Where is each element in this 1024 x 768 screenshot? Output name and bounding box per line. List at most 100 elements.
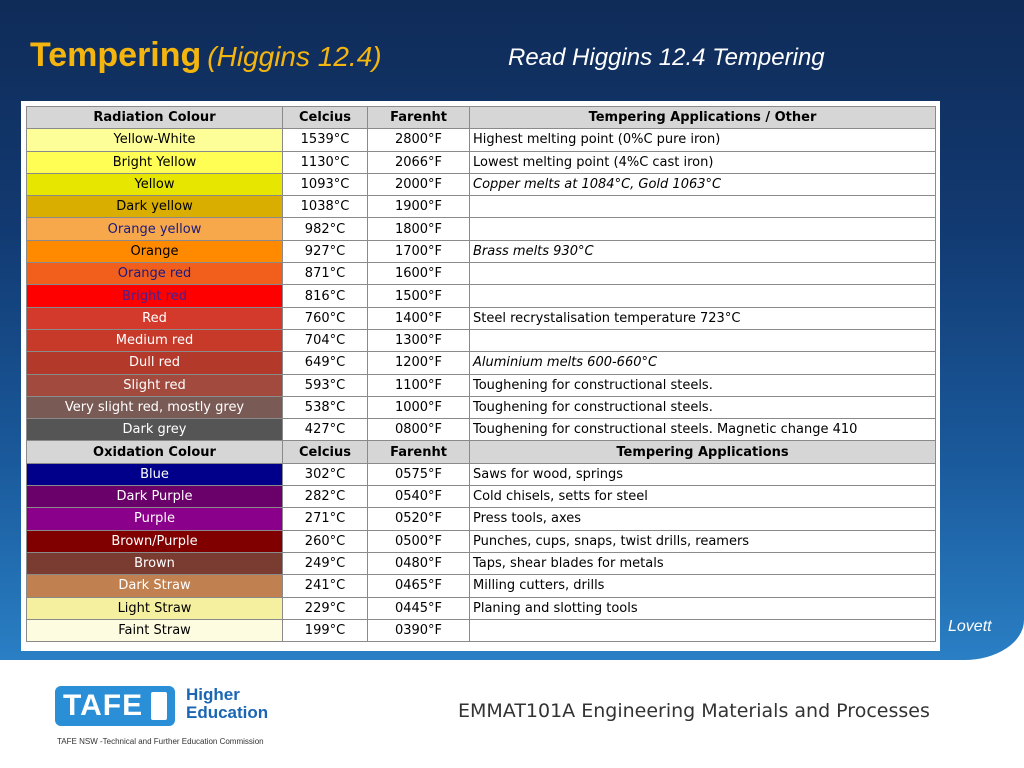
celcius-cell: 249°C xyxy=(282,551,368,576)
farenht-cell: 1200°F xyxy=(367,351,470,375)
table-row: Faint Straw 199°C 0390°F xyxy=(26,618,936,643)
colour-cell: Brown/Purple xyxy=(26,529,283,553)
tempering-table-container: Radiation Colour Celcius Farenht Temperi… xyxy=(21,101,940,651)
slide-background: Tempering (Higgins 12.4) Read Higgins 12.… xyxy=(0,0,1024,660)
application-cell xyxy=(469,217,936,241)
colour-cell: Yellow xyxy=(26,172,283,197)
logo-text: TAFE xyxy=(63,689,144,722)
header-farenht: Farenht xyxy=(367,440,470,464)
table-row: Very slight red, mostly grey 538°C 1000°F T… xyxy=(26,395,936,420)
nsw-mark xyxy=(151,692,167,720)
farenht-cell: 0540°F xyxy=(367,485,470,509)
table-row: Dull red 649°C 1200°F Aluminium melts 600-6… xyxy=(26,351,936,375)
application-cell: Lowest melting point (4%C cast iron) xyxy=(469,150,936,174)
oxidation-rows: Blue 302°C 0575°F Saws for wood, springs Dar… xyxy=(26,462,936,643)
farenht-cell: 1700°F xyxy=(367,239,470,264)
colour-cell: Brown xyxy=(26,551,283,576)
credit: Lovett xyxy=(948,618,992,635)
colour-cell: Bright red xyxy=(26,284,283,308)
colour-cell: Orange red xyxy=(26,262,283,286)
farenht-cell: 1800°F xyxy=(367,217,470,241)
header-radiation-colour: Radiation Colour xyxy=(26,105,283,130)
farenht-cell: 0445°F xyxy=(367,596,470,620)
colour-cell: Faint Straw xyxy=(26,618,283,643)
header-celcius: Celcius xyxy=(282,105,368,130)
colour-cell: Dark grey xyxy=(26,418,283,442)
application-cell: Planing and slotting tools xyxy=(469,596,936,620)
table-row: Red 760°C 1400°F Steel recrystalisation tem… xyxy=(26,306,936,330)
colour-cell: Purple xyxy=(26,507,283,531)
application-cell: Taps, shear blades for metals xyxy=(469,551,936,576)
table-row: Yellow-White 1539°C 2800°F Highest melting … xyxy=(26,128,936,152)
celcius-cell: 1093°C xyxy=(282,172,368,197)
application-cell: Steel recrystalisation temperature 723°C xyxy=(469,306,936,330)
celcius-cell: 982°C xyxy=(282,217,368,241)
application-cell: Copper melts at 1084°C, Gold 1063°C xyxy=(469,172,936,197)
celcius-cell: 302°C xyxy=(282,462,368,487)
radiation-header-row: Radiation Colour Celcius Farenht Temperi… xyxy=(26,105,936,130)
celcius-cell: 593°C xyxy=(282,373,368,397)
celcius-cell: 282°C xyxy=(282,485,368,509)
table-row: Medium red 704°C 1300°F xyxy=(26,328,936,353)
table-row: Orange 927°C 1700°F Brass melts 930°C xyxy=(26,239,936,264)
application-cell xyxy=(469,195,936,219)
farenht-cell: 1000°F xyxy=(367,395,470,420)
celcius-cell: 927°C xyxy=(282,239,368,264)
table-row: Bright Yellow 1130°C 2066°F Lowest melting … xyxy=(26,150,936,174)
farenht-cell: 2066°F xyxy=(367,150,470,174)
farenht-cell: 0480°F xyxy=(367,551,470,576)
colour-cell: Dark Straw xyxy=(26,574,283,598)
title-reference: (Higgins 12.4) xyxy=(207,41,382,72)
farenht-cell: 0575°F xyxy=(367,462,470,487)
farenht-cell: 0500°F xyxy=(367,529,470,553)
commission-text: TAFE NSW -Technical and Further Educatio… xyxy=(57,737,264,746)
title-main-text: Tempering xyxy=(30,36,202,74)
celcius-cell: 816°C xyxy=(282,284,368,308)
celcius-cell: 704°C xyxy=(282,328,368,353)
application-cell: Aluminium melts 600-660°C xyxy=(469,351,936,375)
colour-cell: Bright Yellow xyxy=(26,150,283,174)
colour-cell: Medium red xyxy=(26,328,283,353)
radiation-rows: Yellow-White 1539°C 2800°F Highest melting … xyxy=(26,128,936,442)
header-oxidation-colour: Oxidation Colour xyxy=(26,440,283,464)
header-applications: Tempering Applications / Other xyxy=(469,105,936,130)
application-cell: Saws for wood, springs xyxy=(469,462,936,487)
application-cell: Brass melts 930°C xyxy=(469,239,936,264)
celcius-cell: 1539°C xyxy=(282,128,368,152)
celcius-cell: 241°C xyxy=(282,574,368,598)
table-row: Bright red 816°C 1500°F xyxy=(26,284,936,308)
farenht-cell: 1900°F xyxy=(367,195,470,219)
farenht-cell: 1400°F xyxy=(367,306,470,330)
colour-cell: Yellow-White xyxy=(26,128,283,152)
reading-instruction: Read Higgins 12.4 Tempering xyxy=(508,44,825,71)
application-cell xyxy=(469,618,936,643)
farenht-cell: 0390°F xyxy=(367,618,470,643)
celcius-cell: 199°C xyxy=(282,618,368,643)
tafe-logo: TAFE xyxy=(55,686,175,726)
farenht-cell: 1600°F xyxy=(367,262,470,286)
farenht-cell: 1500°F xyxy=(367,284,470,308)
footer: TAFE Higher Education TAFE NSW -Technica… xyxy=(0,660,1024,768)
education-text: Education xyxy=(186,703,269,722)
tempering-table: Radiation Colour Celcius Farenht Temperi… xyxy=(26,105,936,643)
table-row: Blue 302°C 0575°F Saws for wood, springs xyxy=(26,462,936,487)
course-title: EMMAT101A Engineering Materials and Proc… xyxy=(458,700,930,722)
celcius-cell: 229°C xyxy=(282,596,368,620)
table-row: Dark grey 427°C 0800°F Toughening for const… xyxy=(26,418,936,442)
table-row: Brown 249°C 0480°F Taps, shear blades for m… xyxy=(26,551,936,576)
application-cell xyxy=(469,328,936,353)
title-row: Tempering (Higgins 12.4) Read Higgins 12.… xyxy=(30,36,1010,86)
header-farenht: Farenht xyxy=(367,105,470,130)
application-cell xyxy=(469,262,936,286)
farenht-cell: 1300°F xyxy=(367,328,470,353)
application-cell: Toughening for constructional steels. xyxy=(469,373,936,397)
celcius-cell: 538°C xyxy=(282,395,368,420)
colour-cell: Orange yellow xyxy=(26,217,283,241)
colour-cell: Dark yellow xyxy=(26,195,283,219)
colour-cell: Slight red xyxy=(26,373,283,397)
higher-education-label: Higher Education xyxy=(186,686,268,722)
slide-title: Tempering (Higgins 12.4) xyxy=(30,36,382,75)
colour-cell: Orange xyxy=(26,239,283,264)
table-row: Brown/Purple 260°C 0500°F Punches, cups, sn… xyxy=(26,529,936,553)
farenht-cell: 0520°F xyxy=(367,507,470,531)
